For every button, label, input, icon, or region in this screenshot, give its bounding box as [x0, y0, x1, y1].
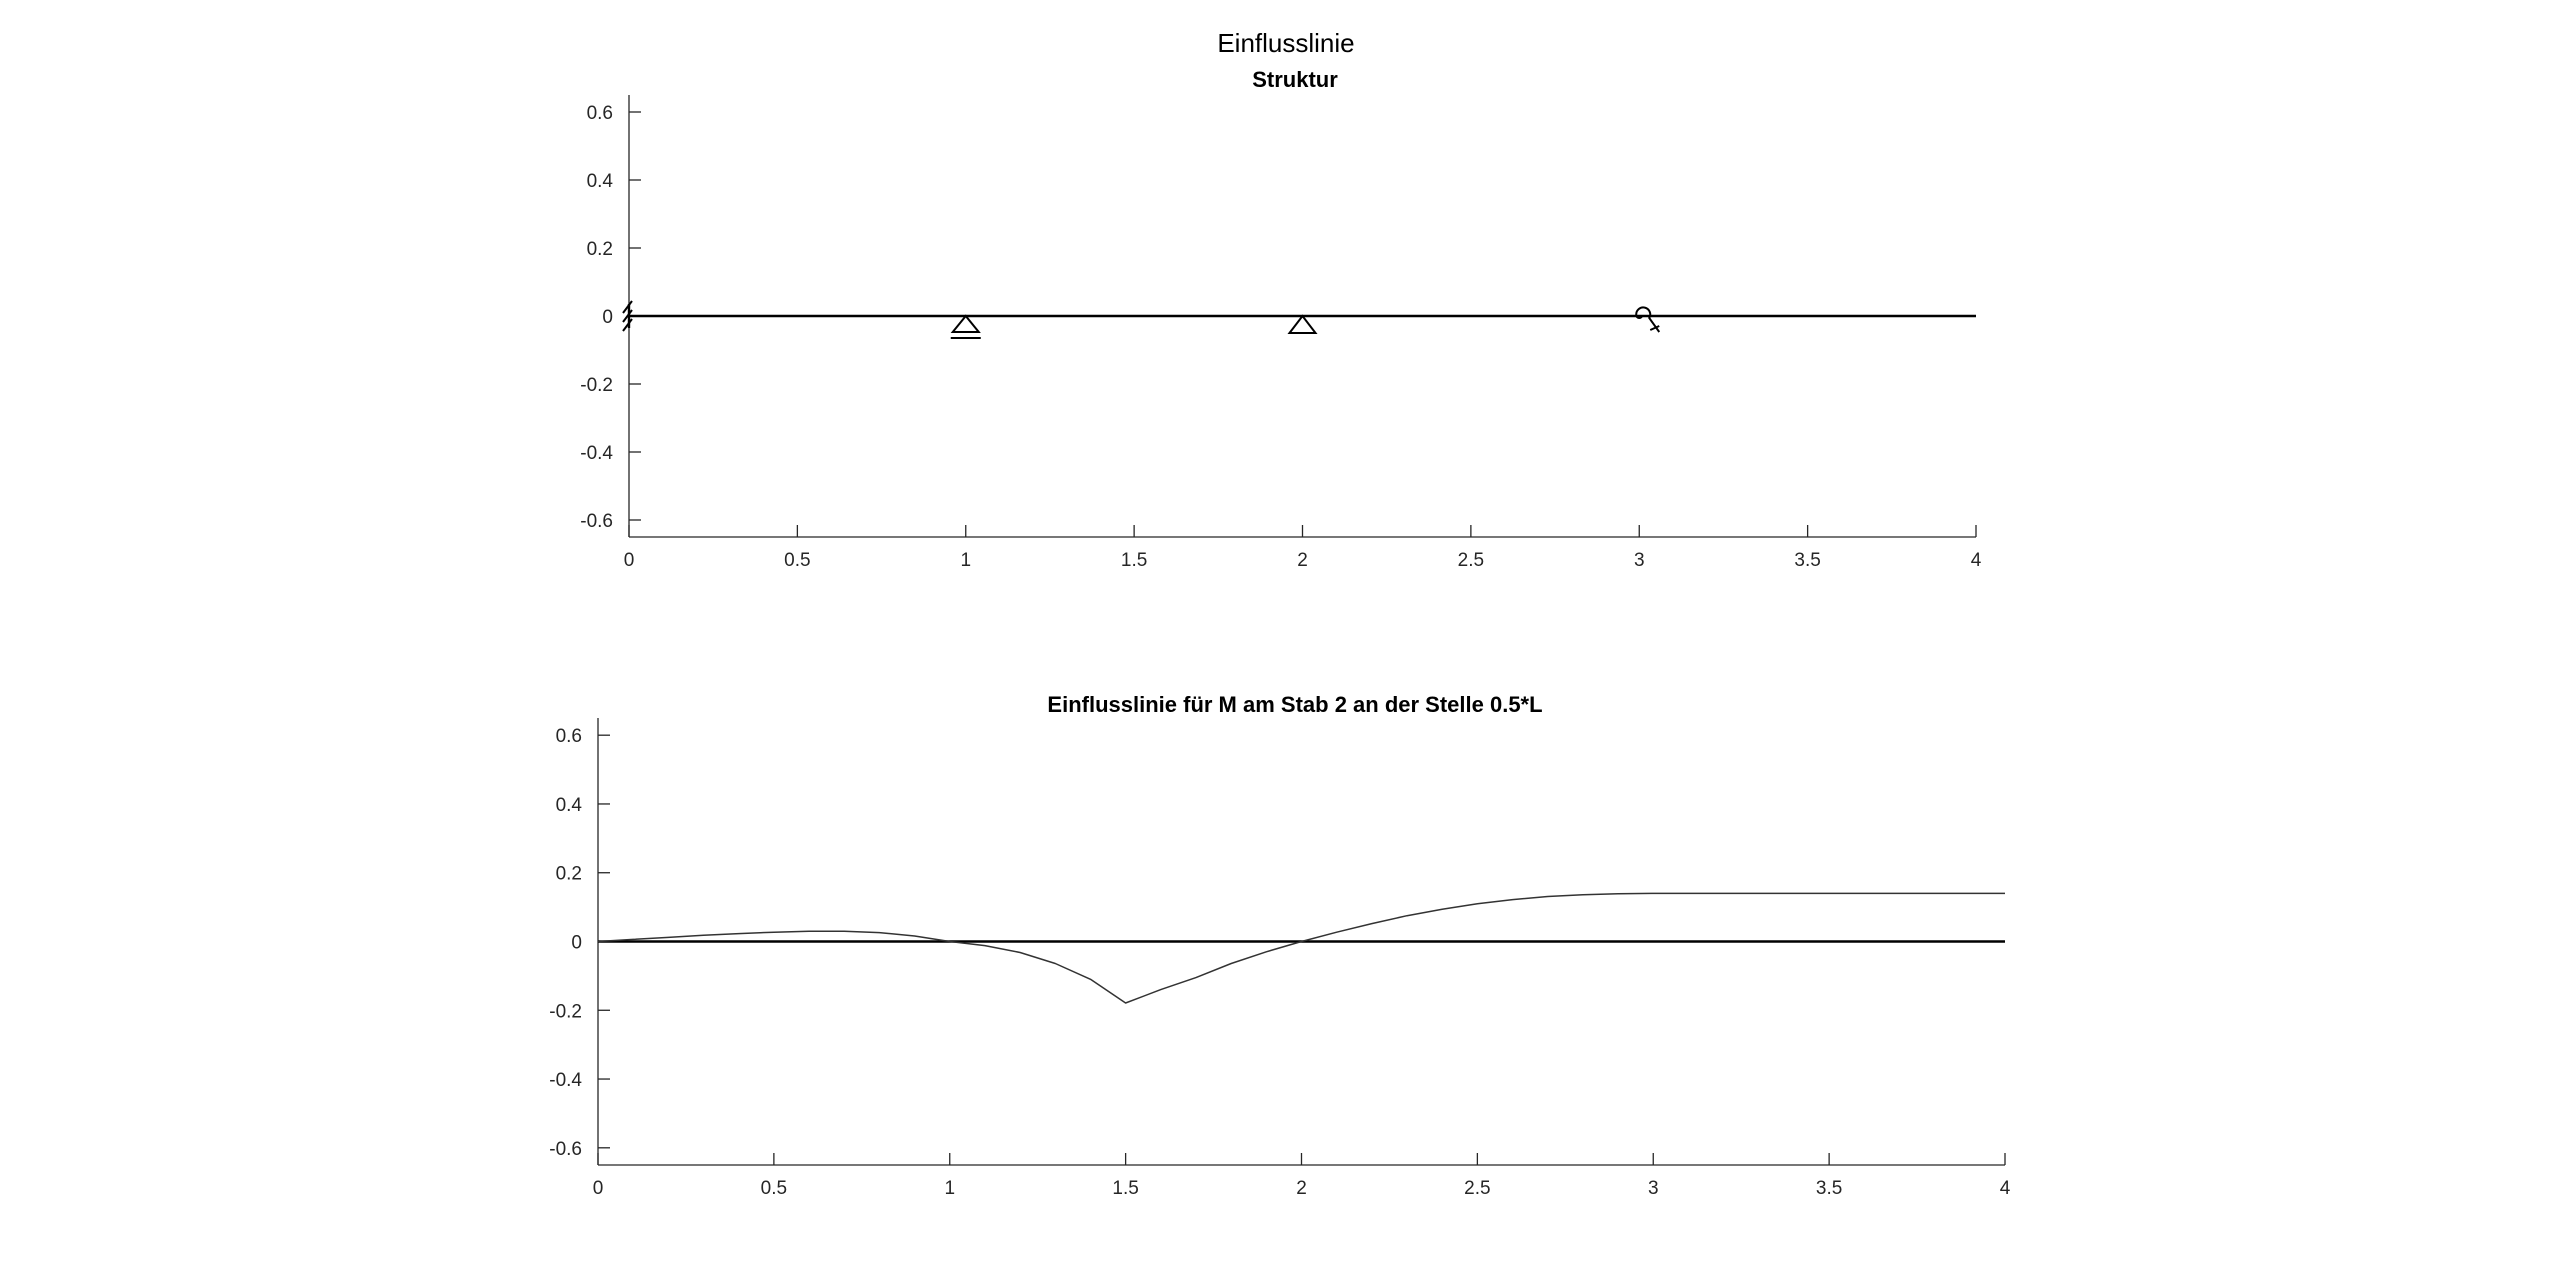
influence-line-y-tick-label: -0.6 — [549, 1139, 582, 1160]
structure-x-tick-label: 3 — [1634, 550, 1645, 571]
rotational-spring-icon — [1635, 306, 1661, 333]
structure-marks — [622, 300, 1976, 339]
influence-line-y-tick-label: 0.6 — [556, 726, 582, 747]
structure-title: Struktur — [1252, 67, 1338, 92]
structure-x-tick-label: 3.5 — [1794, 550, 1820, 571]
structure-y-tick-label: 0 — [602, 307, 613, 328]
influence-line-y-tick-label: 0.2 — [556, 864, 582, 885]
fixed-support-icon — [622, 300, 633, 332]
roller-support-icon — [950, 314, 981, 339]
influence-line-axes: Einflusslinie für M am Stab 2 an der Ste… — [549, 692, 2010, 1199]
structure-y-tick-label: -0.6 — [580, 511, 613, 532]
structure-ticks: 0 0.5 1 1.5 2 2.5 3 3.5 4 -0.6 -0.4 -0.2 0 0.2 0.4 0.6 — [580, 95, 1982, 571]
influence-line-series — [597, 892, 2005, 1004]
structure-y-tick-label: 0.2 — [587, 239, 613, 260]
structure-axes: Struktur 0 0.5 1 1.5 2 2.5 3 3.5 4-0.6-0.4-0.200… — [580, 67, 1981, 571]
structure-x-tick-label: 0.5 — [784, 550, 810, 571]
influence-line-x-tick-label: 3.5 — [1816, 1178, 1842, 1199]
influence-line-y-tick-label: 0 — [571, 933, 582, 954]
influence-line-x-tick-label: 1.5 — [1112, 1178, 1138, 1199]
structure-x-tick-label: 2 — [1297, 550, 1308, 571]
structure-y-tick-label: 0.6 — [587, 103, 613, 124]
influence-line-ticks: 0 0.5 1 1.5 2 2.5 3 3.5 4 -0.6 -0.4 -0.2 0 0.2 0.4 0.6 — [549, 718, 2011, 1199]
structure-x-tick-label: 4 — [1971, 550, 1982, 571]
influence-line-x-tick-label: 0 — [593, 1178, 604, 1199]
influence-line-marks — [597, 892, 2005, 1004]
structure-x-tick-label: 2.5 — [1458, 550, 1484, 571]
structure-x-tick-label: 0 — [624, 550, 635, 571]
influence-line-y-tick-label: 0.4 — [556, 795, 583, 816]
influence-line-x-tick-label: 3 — [1648, 1178, 1659, 1199]
pinned-support-icon — [1287, 314, 1318, 334]
influence-line-x-tick-label: 4 — [2000, 1178, 2011, 1199]
influence-line-x-tick-label: 1 — [944, 1178, 955, 1199]
influence-line-x-tick-label: 2.5 — [1464, 1178, 1490, 1199]
structure-y-tick-label: -0.2 — [580, 375, 613, 396]
influence-line-x-tick-label: 2 — [1296, 1178, 1307, 1199]
figure-title: Einflusslinie — [1217, 28, 1354, 58]
structure-x-tick-label: 1 — [960, 550, 971, 571]
structure-y-tick-label: -0.4 — [580, 443, 613, 464]
influence-line-title: Einflusslinie für M am Stab 2 an der Ste… — [1047, 692, 1542, 717]
influence-line-y-tick-label: -0.2 — [549, 1001, 582, 1022]
influence-line-x-tick-label: 0.5 — [761, 1178, 787, 1199]
structure-x-tick-label: 1.5 — [1121, 550, 1147, 571]
structure-y-tick-label: 0.4 — [587, 171, 614, 192]
influence-line-y-tick-label: -0.4 — [549, 1070, 582, 1091]
